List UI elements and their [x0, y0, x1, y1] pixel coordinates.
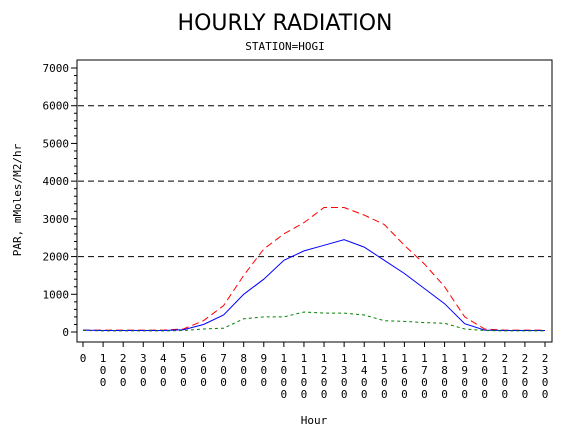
- x-axis: 0 1 0 0 2 0 0 3 0 0 4 0 0 5 0 0 6 0 0 7 0 0 8 0 0 9 0 0 1 0 0 0 1 1 0 0 1 2 0 0…: [80, 342, 549, 401]
- chart-title: HOURLY RADIATION: [178, 11, 393, 36]
- series-line-2: [82, 311, 545, 332]
- y-tick-label-6: 6000: [43, 100, 70, 113]
- y-axis: 0 1000 2000 3000 4000 5000 6000 7000: [43, 62, 77, 339]
- chart-subtitle: STATION=HOGI: [245, 40, 324, 53]
- x-axis-label: Hour: [301, 414, 328, 427]
- series-line-1: [82, 239, 545, 331]
- reference-lines: [78, 105, 551, 258]
- x-tick-label-0: 0: [80, 352, 87, 365]
- y-tick-label-1: 1000: [43, 288, 70, 301]
- y-tick-label-2: 2000: [43, 251, 70, 264]
- series-group: [82, 207, 545, 332]
- y-tick-label-7: 7000: [43, 62, 70, 75]
- plot-frame: [76, 59, 553, 343]
- series-line-0: [83, 207, 545, 331]
- y-tick-label-4: 4000: [43, 175, 70, 188]
- y-tick-label-5: 5000: [43, 137, 70, 150]
- y-tick-label-0: 0: [62, 326, 69, 339]
- y-axis-label: PAR, mMoles/M2/hr: [11, 143, 24, 256]
- y-tick-label-3: 3000: [43, 213, 70, 226]
